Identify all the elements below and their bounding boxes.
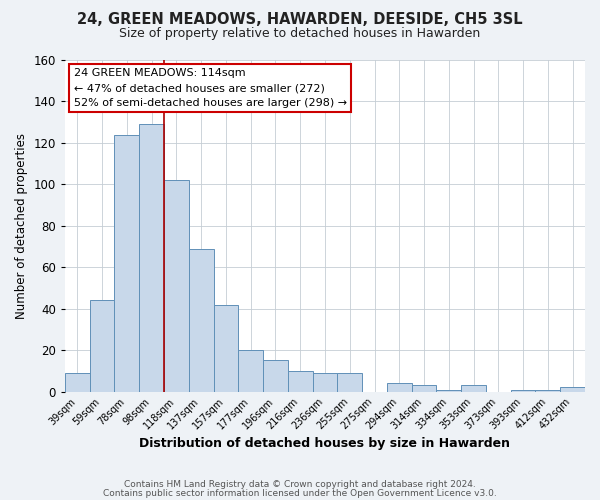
Text: 24 GREEN MEADOWS: 114sqm
← 47% of detached houses are smaller (272)
52% of semi-: 24 GREEN MEADOWS: 114sqm ← 47% of detach…	[74, 68, 347, 108]
Bar	[560, 388, 585, 392]
Bar	[511, 390, 535, 392]
Bar	[164, 180, 189, 392]
Bar	[288, 371, 313, 392]
Bar	[238, 350, 263, 392]
X-axis label: Distribution of detached houses by size in Hawarden: Distribution of detached houses by size …	[139, 437, 511, 450]
Y-axis label: Number of detached properties: Number of detached properties	[15, 133, 28, 319]
Bar	[461, 386, 486, 392]
Bar	[189, 248, 214, 392]
Bar	[313, 373, 337, 392]
Text: Contains public sector information licensed under the Open Government Licence v3: Contains public sector information licen…	[103, 489, 497, 498]
Bar	[436, 390, 461, 392]
Bar	[90, 300, 115, 392]
Bar	[65, 373, 90, 392]
Bar	[115, 134, 139, 392]
Bar	[214, 304, 238, 392]
Text: Contains HM Land Registry data © Crown copyright and database right 2024.: Contains HM Land Registry data © Crown c…	[124, 480, 476, 489]
Bar	[337, 373, 362, 392]
Bar	[535, 390, 560, 392]
Text: Size of property relative to detached houses in Hawarden: Size of property relative to detached ho…	[119, 28, 481, 40]
Bar	[139, 124, 164, 392]
Bar	[387, 384, 412, 392]
Bar	[263, 360, 288, 392]
Bar	[412, 386, 436, 392]
Text: 24, GREEN MEADOWS, HAWARDEN, DEESIDE, CH5 3SL: 24, GREEN MEADOWS, HAWARDEN, DEESIDE, CH…	[77, 12, 523, 28]
